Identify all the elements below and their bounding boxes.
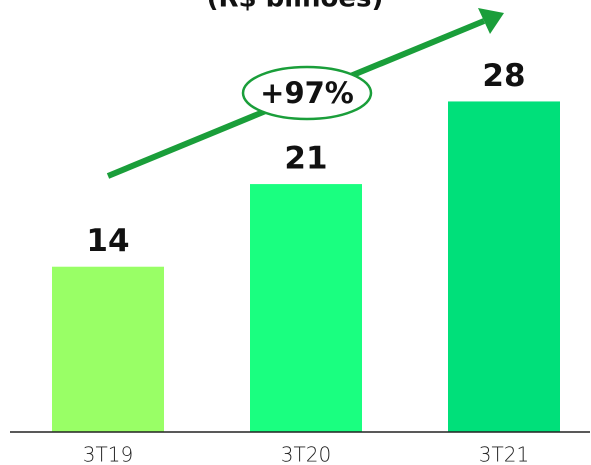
- annotation: +97%: [260, 76, 354, 110]
- x-tick-label: 3T21: [479, 443, 529, 465]
- x-tick-label: 3T20: [281, 443, 331, 465]
- value-label: 14: [86, 223, 129, 259]
- bar: [448, 101, 560, 432]
- value-label: 21: [284, 141, 327, 177]
- bar: [250, 184, 362, 432]
- arrow-head: [478, 8, 504, 34]
- annotation-bubble: [241, 65, 373, 121]
- value-label: 28: [482, 58, 525, 94]
- x-tick-label: 3T19: [83, 443, 133, 465]
- chart-title: (R$ bilhões): [207, 0, 384, 14]
- bar: [52, 266, 164, 432]
